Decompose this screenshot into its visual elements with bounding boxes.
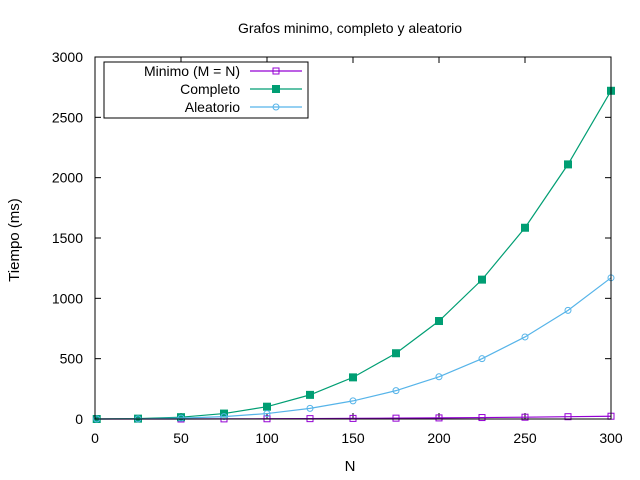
x-tick-label: 200: [427, 430, 451, 446]
x-tick-label: 250: [513, 430, 537, 446]
chart-title: Grafos minimo, completo y aleatorio: [238, 20, 462, 36]
legend-item: Minimo (M = N): [144, 63, 302, 79]
data-point: [521, 223, 529, 232]
y-tick-label: 2000: [52, 170, 83, 186]
data-point: [564, 306, 572, 314]
x-tick-label: 300: [599, 430, 623, 446]
legend-swatch-marker: [272, 103, 280, 111]
data-point: [392, 414, 400, 422]
data-point: [349, 397, 357, 405]
x-tick-label: 0: [91, 430, 99, 446]
data-point: [263, 410, 271, 418]
legend-item: Aleatorio: [185, 99, 302, 115]
x-tick-label: 100: [255, 430, 279, 446]
data-point: [392, 349, 400, 358]
data-point: [435, 373, 443, 381]
data-point: [478, 414, 486, 422]
axis-ticks: 0 50 100 150 200 250 3000500100015002000250030…: [52, 49, 623, 446]
y-tick-label: 2500: [52, 109, 83, 125]
legend-label: Completo: [180, 81, 240, 97]
data-point: [435, 317, 443, 326]
plot-frame: [94, 56, 612, 420]
data-point: [263, 402, 271, 411]
data-point: [564, 413, 572, 421]
data-point: [306, 390, 314, 399]
legend-label: Minimo (M = N): [144, 63, 240, 79]
data-point: [349, 373, 357, 382]
y-axis-label: Tiempo (ms): [6, 198, 23, 282]
y-tick-label: 3000: [52, 49, 83, 65]
legend: Minimo (M = N) Completo Aleatorio: [103, 61, 309, 119]
data-point: [521, 333, 529, 341]
data-point: [478, 275, 486, 284]
series-layer: [92, 86, 615, 423]
y-tick-label: 500: [60, 351, 84, 367]
legend-swatch-marker: [272, 85, 280, 93]
series-aleatorio: [93, 274, 615, 423]
data-point: [349, 414, 357, 422]
series-line: [96, 90, 612, 420]
y-tick-label: 0: [75, 411, 83, 427]
x-tick-label: 50: [173, 430, 189, 446]
y-tick-label: 1500: [52, 230, 83, 246]
data-point: [521, 413, 529, 421]
data-point: [478, 355, 486, 363]
data-point: [564, 160, 572, 169]
legend-item: Completo: [180, 81, 302, 97]
y-tick-label: 1000: [52, 290, 83, 306]
data-point: [177, 414, 185, 422]
data-point: [306, 404, 314, 412]
series-line: [96, 277, 612, 420]
x-tick-label: 150: [341, 430, 365, 446]
data-point: [435, 414, 443, 422]
data-point: [220, 413, 228, 421]
x-axis-label: N: [345, 458, 356, 475]
data-point: [392, 387, 400, 395]
legend-swatch-marker: [272, 67, 280, 75]
series-completo: [92, 86, 615, 423]
legend-label: Aleatorio: [185, 99, 240, 115]
